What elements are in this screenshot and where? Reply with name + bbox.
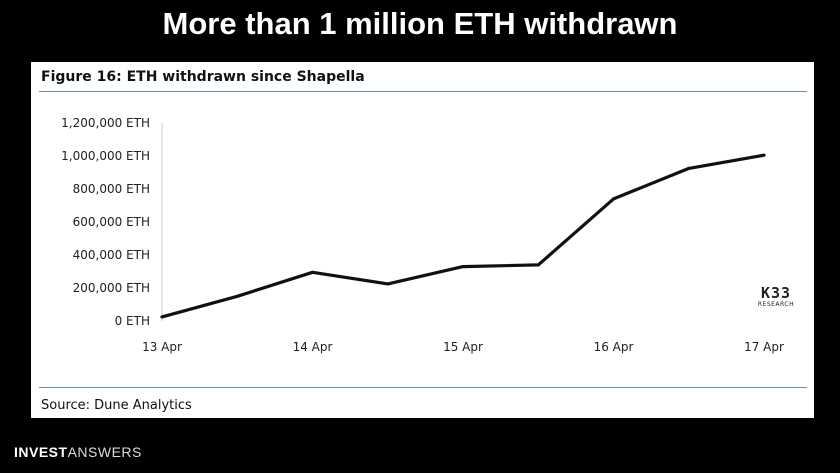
logo-sub-text: RESEARCH: [757, 301, 795, 308]
data-point: [612, 197, 615, 201]
logo-main-text: K33: [760, 284, 792, 302]
headline: More than 1 million ETH withdrawn: [162, 6, 678, 41]
x-tick-label: 17 Apr: [744, 340, 784, 354]
bottom-divider: [39, 387, 807, 388]
brand-part-answers: ANSWERS: [67, 444, 142, 460]
x-tick-label: 16 Apr: [594, 340, 634, 354]
series-line-eth-withdrawn: [160, 153, 766, 319]
data-point: [762, 153, 766, 157]
investanswers-logo: INVESTANSWERS: [14, 444, 142, 460]
y-tick-label: 400,000 ETH: [73, 248, 150, 262]
data-point: [461, 265, 465, 269]
source-note: Source: Dune Analytics: [41, 398, 192, 413]
figure-title: Figure 16: ETH withdrawn since Shapella: [41, 69, 365, 85]
brand-part-invest: INVEST: [14, 444, 68, 460]
data-point: [235, 294, 239, 298]
y-tick-label: 1,000,000 ETH: [61, 149, 150, 163]
x-tick-label: 15 Apr: [443, 340, 483, 354]
x-tick-label: 14 Apr: [293, 340, 333, 354]
y-tick-label: 200,000 ETH: [73, 281, 150, 295]
y-tick-label: 0 ETH: [115, 314, 150, 328]
data-point: [311, 270, 314, 274]
data-point: [386, 282, 390, 286]
data-point: [687, 166, 691, 170]
chart-card: Figure 16: ETH withdrawn since Shapella …: [31, 62, 814, 418]
y-tick-label: 800,000 ETH: [73, 182, 150, 196]
x-axis-labels: 13 Apr 14 Apr 15 Apr 16 Apr 17 Apr: [142, 340, 784, 354]
x-tick-label: 13 Apr: [142, 340, 182, 354]
top-divider: [39, 91, 807, 92]
y-tick-label: 1,200,000 ETH: [61, 116, 150, 130]
data-point: [536, 263, 540, 267]
y-axis-labels: 0 ETH 200,000 ETH 400,000 ETH 600,000 ETH 80…: [61, 116, 150, 328]
line-chart: 0 ETH 200,000 ETH 400,000 ETH 600,000 ETH 80…: [61, 116, 784, 354]
series-points: [160, 153, 766, 319]
y-tick-label: 600,000 ETH: [73, 215, 150, 229]
data-point: [160, 315, 164, 319]
k33-research-logo: K33 RESEARCH: [753, 284, 799, 309]
